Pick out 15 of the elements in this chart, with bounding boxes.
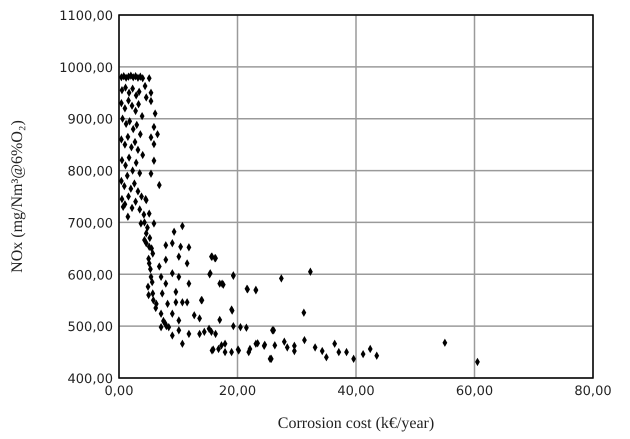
y-tick-label: 500,00 <box>68 320 113 336</box>
y-tick-label: 1100,00 <box>59 9 113 24</box>
x-axis-title: Corrosion cost (k€/year) <box>278 415 434 432</box>
y-tick-label: 600,00 <box>68 268 113 284</box>
y-tick-label: 700,00 <box>68 216 113 232</box>
y-axis-title: NOx (mg/Nm³@6%O₂) <box>9 120 26 273</box>
x-tick-label: 80,00 <box>574 384 612 399</box>
x-tick-label: 40,00 <box>337 384 375 399</box>
x-tick-label: 60,00 <box>456 384 494 399</box>
y-tick-label: 900,00 <box>68 112 113 128</box>
y-tick-label: 800,00 <box>68 164 113 180</box>
x-tick-label: 0,00 <box>104 384 134 399</box>
x-tick-label: 20,00 <box>218 384 256 399</box>
y-tick-label: 1000,00 <box>59 60 113 76</box>
y-tick-label: 400,00 <box>68 372 113 387</box>
